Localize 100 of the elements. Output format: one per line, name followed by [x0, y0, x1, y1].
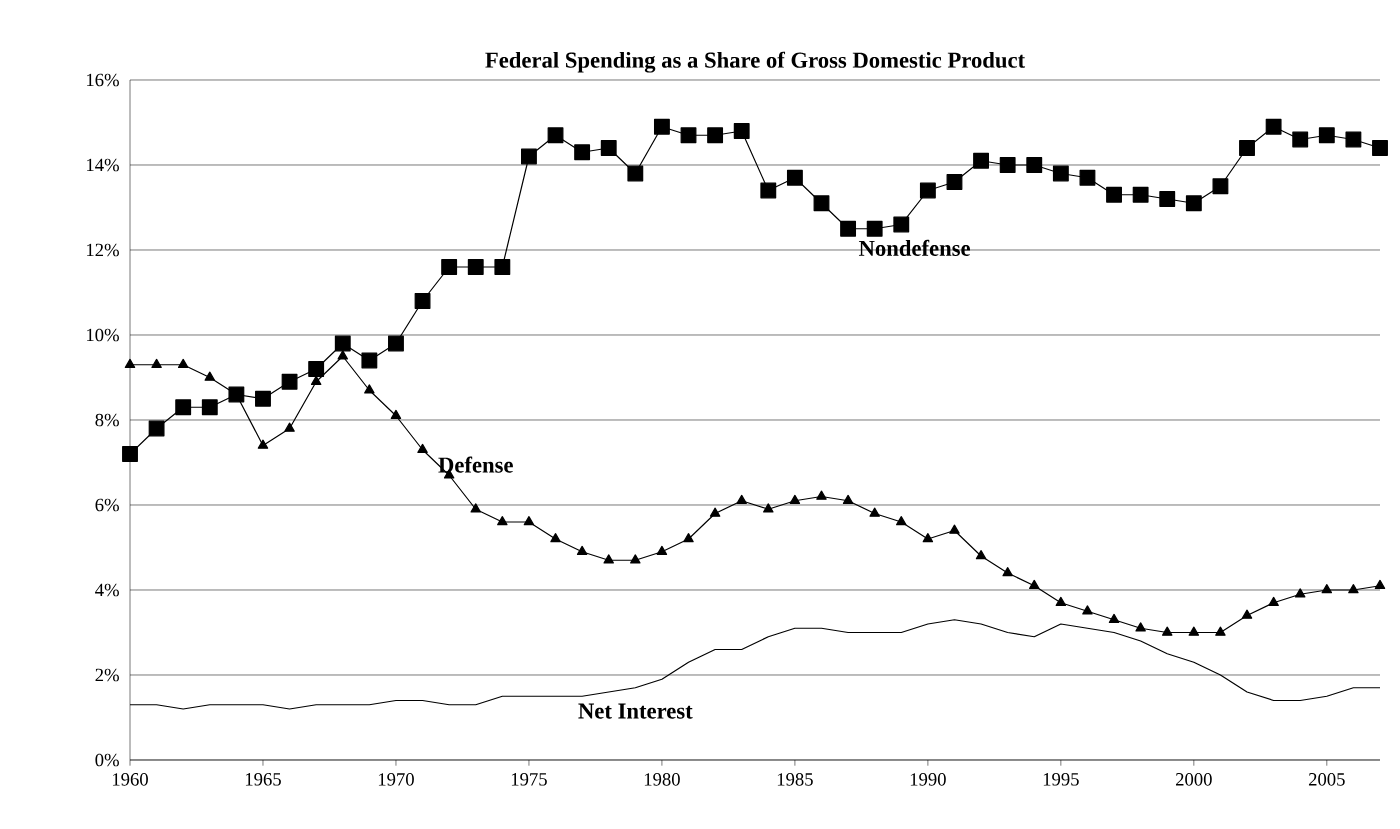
point [523, 516, 535, 526]
point [973, 152, 989, 169]
x-tick-label: 1965 [245, 773, 281, 786]
point [922, 533, 934, 543]
point [281, 373, 298, 390]
point [763, 503, 774, 513]
y-tick-label: 12% [87, 243, 119, 257]
point [1318, 127, 1335, 144]
point [576, 545, 588, 556]
point [1026, 157, 1043, 173]
y-tick-label: 6% [95, 498, 119, 512]
point [1215, 626, 1226, 636]
y-tick-label: 4% [95, 583, 119, 597]
point [255, 390, 271, 407]
point [1321, 584, 1333, 594]
y-tick-label: 16% [87, 73, 119, 87]
point [760, 182, 777, 199]
point [653, 118, 670, 135]
point [1052, 165, 1069, 182]
point [869, 507, 880, 517]
x-tick-label: 1990 [910, 773, 946, 786]
point [257, 439, 269, 449]
point [1029, 579, 1040, 590]
point [388, 335, 404, 352]
point [334, 335, 351, 352]
series-label: Defense [438, 456, 513, 473]
point [600, 140, 617, 156]
x-tick-label: 1985 [777, 773, 813, 786]
point [122, 446, 138, 462]
x-tick-label: 1975 [511, 773, 547, 786]
point [308, 361, 325, 377]
point [1212, 178, 1229, 195]
point [1292, 131, 1309, 148]
point [603, 554, 614, 564]
y-tick-label: 8% [95, 413, 119, 427]
x-tick-label: 1995 [1043, 773, 1079, 786]
point [521, 148, 537, 165]
y-tick-label: 10% [87, 328, 119, 342]
point [467, 259, 484, 275]
point [975, 550, 987, 560]
point [494, 259, 511, 275]
point [946, 174, 963, 190]
point [417, 443, 428, 454]
point [201, 399, 218, 416]
point [816, 490, 827, 500]
point [1002, 567, 1013, 577]
point [1055, 596, 1067, 607]
x-tick-label: 2000 [1175, 773, 1212, 786]
point [733, 123, 750, 139]
series-label: Net Interest [578, 703, 693, 719]
point [707, 127, 724, 144]
point [789, 494, 801, 505]
x-tick-label: 1980 [644, 773, 680, 786]
point [1265, 118, 1282, 135]
point [919, 182, 936, 199]
point [175, 399, 192, 416]
point [148, 420, 165, 437]
chart-title: Federal Spending as a Share of Gross Domestic Product [485, 51, 1026, 73]
point [896, 516, 907, 526]
point [813, 195, 830, 212]
point [1185, 195, 1202, 212]
x-tick-label: 1960 [112, 773, 148, 786]
x-tick-label: 2005 [1308, 773, 1345, 786]
point [1188, 626, 1200, 636]
point [840, 220, 857, 237]
point [550, 533, 561, 543]
point [364, 384, 375, 394]
point [1372, 140, 1388, 156]
x-tick-label: 1970 [378, 773, 414, 786]
point [1159, 191, 1176, 207]
point [999, 157, 1016, 173]
point [1132, 186, 1149, 203]
point [1374, 579, 1386, 590]
y-tick-label: 14% [87, 158, 119, 172]
point [866, 220, 883, 237]
point [547, 127, 564, 144]
point [1268, 596, 1279, 607]
point [151, 358, 162, 369]
point [842, 494, 854, 505]
point [1135, 622, 1146, 632]
point [1345, 131, 1362, 148]
point [709, 507, 721, 517]
point [1079, 169, 1096, 186]
point [414, 293, 431, 309]
point [1108, 613, 1120, 624]
point [1239, 140, 1255, 156]
point [680, 127, 697, 144]
point [949, 524, 960, 534]
series-label: Nondefense [858, 239, 971, 256]
point [204, 371, 216, 381]
point [497, 516, 508, 526]
y-tick-label: 2% [95, 668, 119, 682]
point [627, 165, 644, 182]
point [1106, 186, 1122, 203]
point [1082, 605, 1093, 615]
point [337, 350, 348, 360]
point [683, 533, 694, 543]
point [893, 216, 910, 233]
point [656, 545, 668, 556]
point [736, 494, 747, 505]
